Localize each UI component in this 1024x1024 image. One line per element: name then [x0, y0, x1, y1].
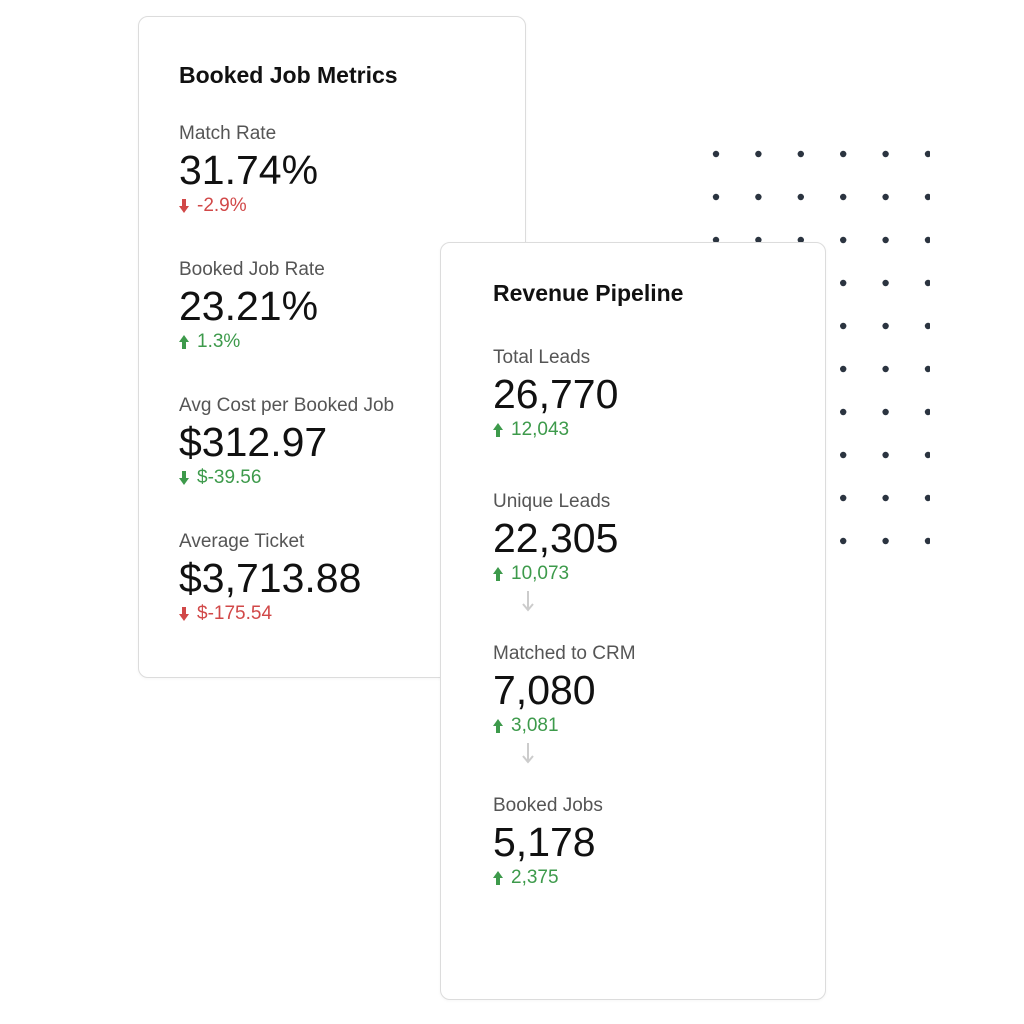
decorative-dot — [797, 193, 804, 201]
decorative-dot — [924, 365, 930, 373]
decorative-dot — [882, 279, 889, 287]
metric-label: Booked Job Rate — [179, 259, 325, 280]
metric-label: Matched to CRM — [493, 643, 636, 664]
decorative-dot — [882, 193, 889, 201]
metric-delta-value: -2.9% — [197, 195, 247, 216]
revenue-pipeline-card: Revenue Pipeline Total Leads 26,770 12,0… — [440, 242, 826, 1000]
metric-delta-value: $-39.56 — [197, 467, 262, 488]
metric-delta-value: 1.3% — [197, 331, 241, 352]
decorative-dot — [797, 150, 804, 158]
metric-value: 23.21% — [179, 283, 319, 329]
decorative-dot — [924, 150, 930, 158]
arrow-up-icon — [179, 335, 189, 349]
metric-delta: 1.3% — [179, 331, 525, 353]
decorative-dot — [882, 451, 889, 459]
metric-delta: 2,375 — [493, 867, 825, 889]
decorative-dot — [882, 150, 889, 158]
metric-avg-cost-per-booked-job: Avg Cost per Booked Job $312.97 $-39.56 — [179, 395, 525, 489]
arrow-down-icon — [179, 607, 189, 621]
decorative-dot — [924, 537, 930, 545]
decorative-dot — [840, 279, 847, 287]
decorative-dot — [924, 279, 930, 287]
metric-label: Unique Leads — [493, 491, 611, 512]
metric-value: $312.97 — [179, 419, 328, 465]
metric-delta-value: 3,081 — [511, 715, 559, 736]
decorative-dot — [712, 150, 720, 158]
arrow-up-icon — [493, 871, 503, 885]
decorative-dot — [882, 236, 889, 244]
decorative-dot — [840, 365, 847, 373]
flow-down-arrow-icon — [522, 743, 534, 764]
decorative-dot — [924, 322, 930, 330]
arrow-up-icon — [493, 567, 503, 581]
metric-value: 31.74% — [179, 147, 319, 193]
decorative-dot — [840, 451, 847, 459]
metric-total-leads: Total Leads 26,770 12,043 — [493, 347, 825, 441]
metric-delta: -2.9% — [179, 195, 525, 217]
decorative-dot — [924, 193, 930, 201]
decorative-dot — [840, 150, 847, 158]
decorative-dot — [840, 236, 847, 244]
metric-label: Average Ticket — [179, 531, 305, 552]
decorative-dot — [882, 322, 889, 330]
decorative-dot — [882, 408, 889, 416]
decorative-dot — [755, 193, 762, 201]
arrow-down-icon — [179, 471, 189, 485]
decorative-dot — [712, 193, 720, 201]
metric-delta-value: 10,073 — [511, 563, 570, 584]
metric-value: 7,080 — [493, 667, 596, 713]
decorative-dot — [755, 236, 762, 244]
metric-label: Booked Jobs — [493, 795, 603, 816]
decorative-dot — [924, 236, 930, 244]
decorative-dot — [924, 408, 930, 416]
metric-matched-to-crm: Matched to CRM 7,080 3,081 — [493, 591, 825, 737]
metric-label: Avg Cost per Booked Job — [179, 395, 395, 416]
decorative-dot — [712, 236, 720, 244]
metric-delta-value: $-175.54 — [197, 603, 273, 624]
flow-down-arrow-icon — [522, 591, 534, 612]
metric-delta-value: 12,043 — [511, 419, 570, 440]
decorative-dot — [882, 537, 889, 545]
metric-delta: $-175.54 — [179, 603, 525, 625]
metric-booked-jobs: Booked Jobs 5,178 2,375 — [493, 743, 825, 889]
metric-booked-job-rate: Booked Job Rate 23.21% 1.3% — [179, 259, 525, 353]
metric-match-rate: Match Rate 31.74% -2.9% — [179, 123, 525, 217]
decorative-dot — [882, 365, 889, 373]
metric-delta: 3,081 — [493, 715, 825, 737]
decorative-dot — [840, 322, 847, 330]
card-title: Revenue Pipeline — [493, 280, 684, 306]
metric-value: 26,770 — [493, 371, 619, 417]
decorative-dot — [924, 451, 930, 459]
decorative-dot — [840, 408, 847, 416]
metric-average-ticket: Average Ticket $3,713.88 $-175.54 — [179, 531, 525, 625]
decorative-dot — [797, 236, 804, 244]
metric-value: 22,305 — [493, 515, 619, 561]
decorative-dot — [840, 494, 847, 502]
decorative-dot — [840, 193, 847, 201]
metric-delta: 12,043 — [493, 419, 825, 441]
decorative-dot — [924, 494, 930, 502]
arrow-up-icon — [493, 719, 503, 733]
metric-label: Total Leads — [493, 347, 591, 368]
arrow-up-icon — [493, 423, 503, 437]
decorative-dot — [755, 150, 762, 158]
metric-value: $3,713.88 — [179, 555, 362, 601]
arrow-down-icon — [179, 199, 189, 213]
metric-delta: 10,073 — [493, 563, 825, 585]
metric-delta-value: 2,375 — [511, 867, 559, 888]
metric-value: 5,178 — [493, 819, 596, 865]
card-title: Booked Job Metrics — [179, 62, 398, 88]
metric-unique-leads: Unique Leads 22,305 10,073 — [493, 491, 825, 585]
metric-delta: $-39.56 — [179, 467, 525, 489]
decorative-dot — [882, 494, 889, 502]
decorative-dot — [840, 537, 847, 545]
metric-label: Match Rate — [179, 123, 277, 144]
